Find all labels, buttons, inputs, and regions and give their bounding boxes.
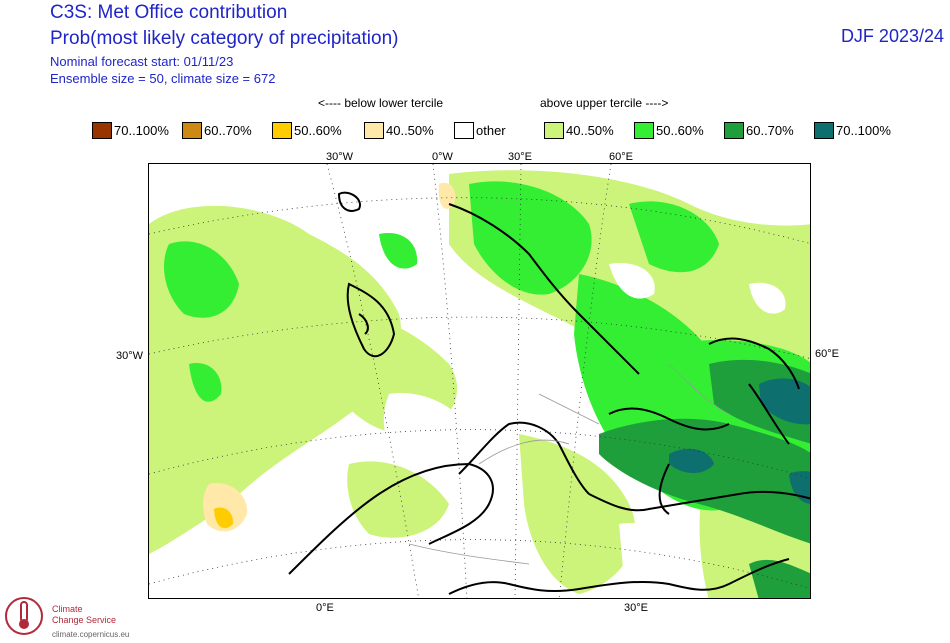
grid-label-top: 30°W: [326, 151, 354, 163]
legend-swatch: [634, 121, 654, 139]
legend-label: 40..50%: [566, 122, 614, 138]
ensemble-size: Ensemble size = 50, climate size = 672: [50, 71, 276, 86]
logo-text: Climate Change Service: [52, 604, 116, 626]
legend-label: 40..50%: [386, 122, 434, 138]
coastlines: [288, 191, 810, 595]
grid-label-right: 60°E: [815, 348, 839, 360]
legend-swatch: [92, 121, 112, 139]
legend-item: 60..70%: [182, 120, 252, 140]
season-label: DJF 2023/24: [840, 26, 944, 46]
legend-label: 70..100%: [114, 122, 169, 138]
legend-swatch: [182, 121, 202, 139]
legend-item: 40..50%: [544, 120, 614, 140]
legend-swatch: [724, 121, 744, 139]
legend-item: 70..100%: [92, 120, 169, 140]
legend-item: 60..70%: [724, 120, 794, 140]
grid-label-left: 30°W: [116, 350, 144, 362]
legend-swatch: [272, 121, 292, 139]
legend-label: 50..60%: [294, 122, 342, 138]
grid-label-top: 0°W: [432, 151, 453, 163]
legend-item: 50..60%: [634, 120, 704, 140]
below-tercile-label: <---- below lower tercile: [318, 96, 444, 110]
legend-label: 60..70%: [746, 122, 794, 138]
forecast-start: Nominal forecast start: 01/11/23: [50, 54, 234, 69]
country-borders: [408, 363, 730, 565]
map-canvas: [149, 164, 810, 598]
above-tercile-label: above upper tercile ---->: [540, 96, 669, 110]
grid-label-top: 60°E: [609, 151, 633, 163]
title-provider: C3S: Met Office contribution: [50, 2, 288, 23]
legend-swatch: [454, 121, 474, 139]
legend-item: other: [454, 120, 506, 140]
logo-line1: Climate: [52, 604, 83, 614]
logo-url: climate.copernicus.eu: [52, 630, 130, 639]
logo-line2: Change Service: [52, 615, 117, 625]
copernicus-logo: [4, 594, 44, 638]
grid-label-bottom: 30°E: [624, 602, 648, 614]
legend-swatch: [814, 121, 834, 139]
probability-map: [148, 163, 811, 599]
legend-label: other: [476, 122, 506, 138]
legend-label: 60..70%: [204, 122, 252, 138]
grid-label-bottom: 0°E: [316, 602, 334, 614]
below-tercile-regions: [203, 182, 456, 532]
legend-swatch: [544, 121, 564, 139]
legend-item: 40..50%: [364, 120, 434, 140]
title-product: Prob(most likely category of precipitati…: [50, 28, 399, 49]
legend-swatch: [364, 121, 384, 139]
legend-label: 50..60%: [656, 122, 704, 138]
other-regions: [299, 263, 786, 588]
above-70-100-regions: [669, 378, 810, 504]
thermometer-icon: [5, 597, 43, 635]
legend-label: 70..100%: [836, 122, 891, 138]
grid-label-top: 30°E: [508, 151, 532, 163]
legend-item: 50..60%: [272, 120, 342, 140]
graticule: [149, 164, 810, 598]
legend-item: 70..100%: [814, 120, 891, 140]
